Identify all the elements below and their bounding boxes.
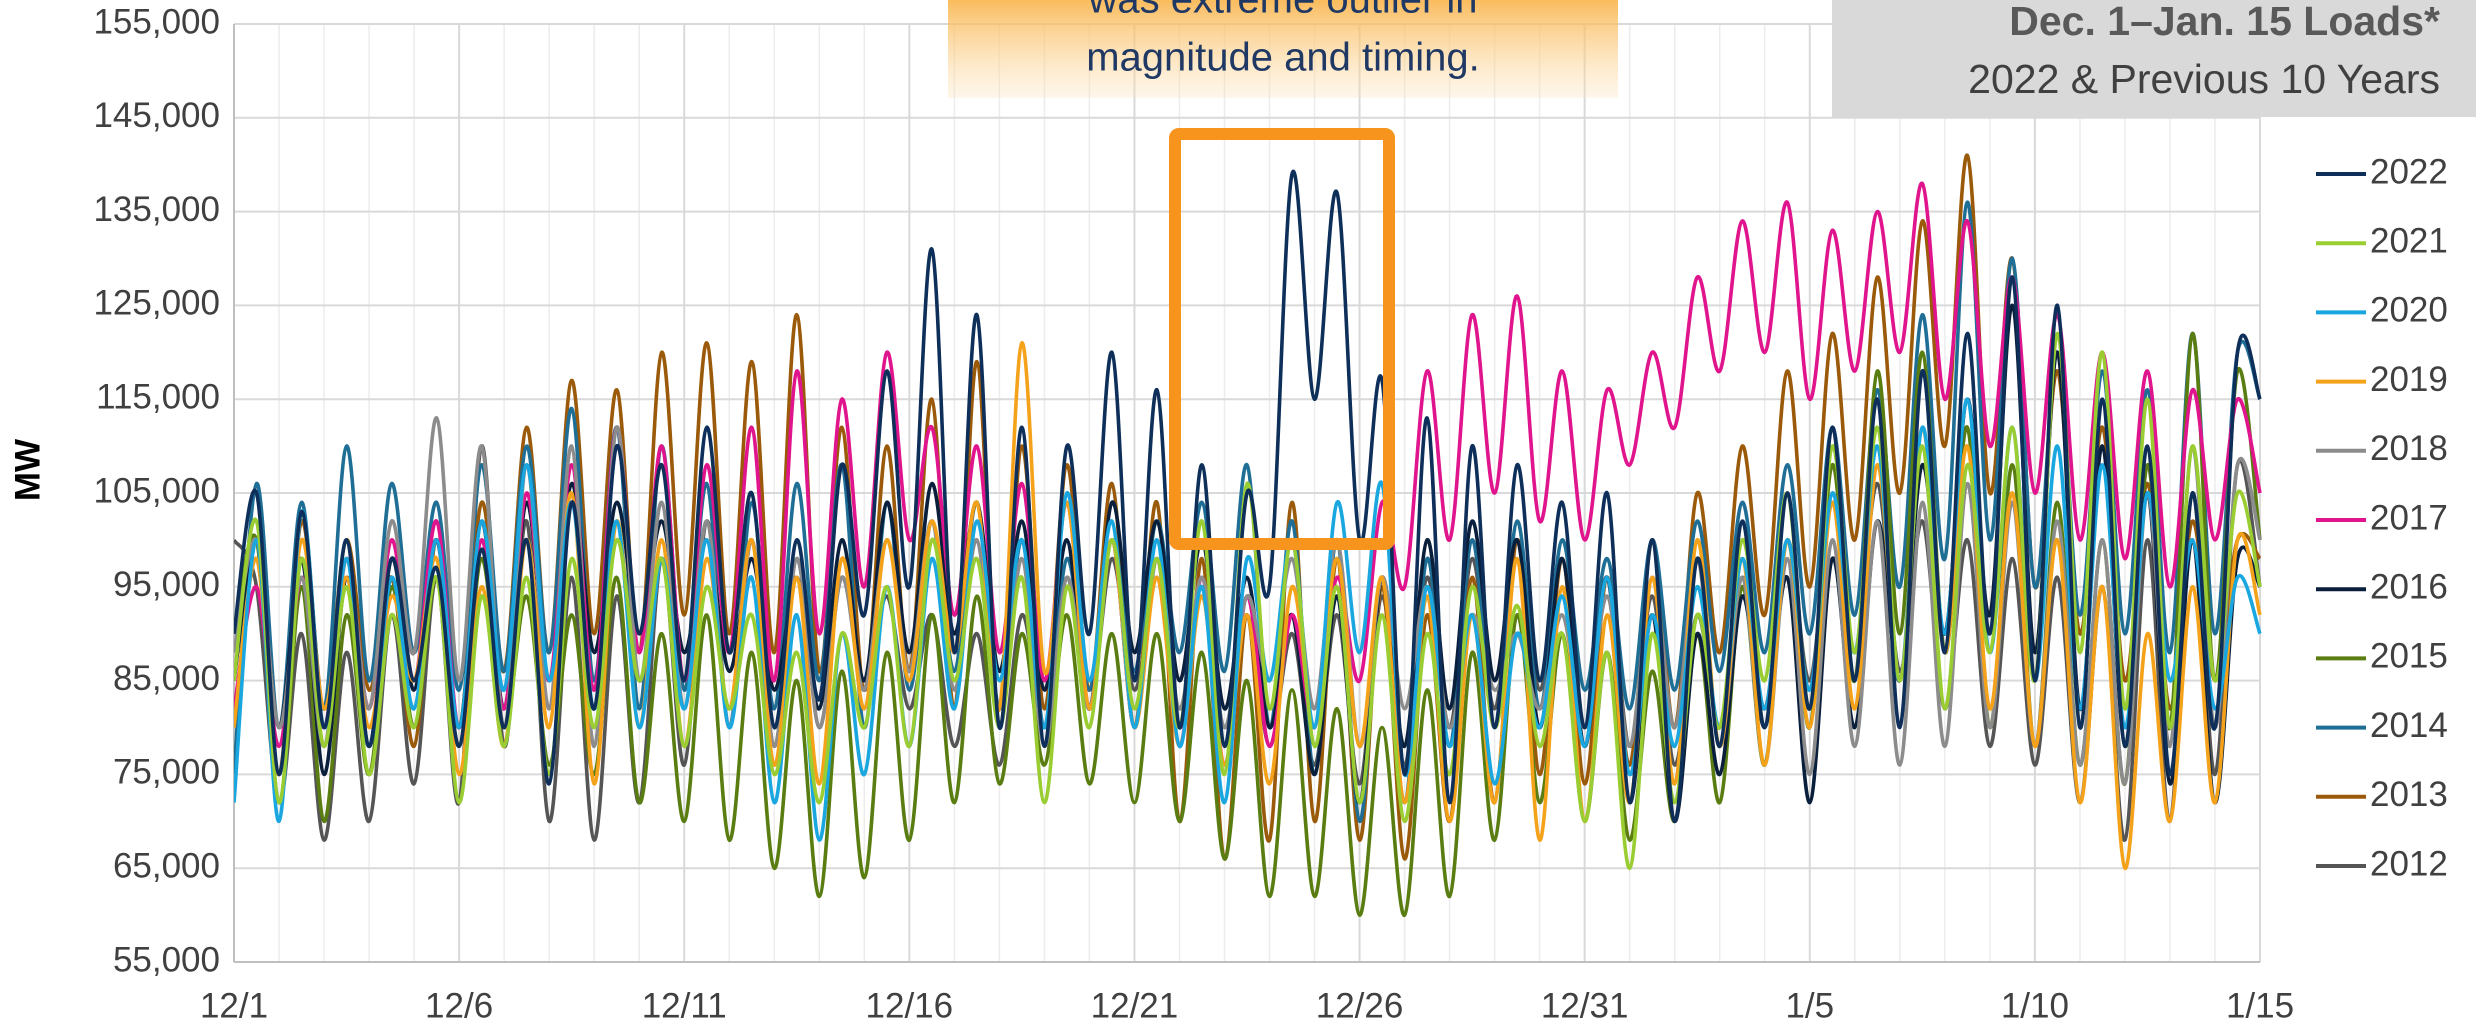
legend-label: 2016 [2370, 567, 2448, 606]
series-line [234, 331, 2262, 871]
x-tick-label: 12/31 [1541, 986, 1629, 1025]
legend-label: 2019 [2370, 360, 2448, 399]
y-tick-label: 115,000 [96, 377, 220, 416]
legend-label: 2018 [2370, 429, 2448, 468]
x-tick-label: 1/10 [2001, 986, 2069, 1025]
highlight-box [1169, 128, 1395, 550]
legend-label: 2014 [2370, 706, 2448, 745]
lines [234, 153, 2262, 917]
annotation-text: magnitude and timing. [1086, 36, 1480, 80]
legend-label: 2022 [2370, 152, 2448, 191]
chart-title: Dec. 1–Jan. 15 Loads* [2009, 0, 2440, 44]
x-tick-label: 1/15 [2226, 986, 2294, 1025]
x-tick-label: 12/6 [425, 986, 493, 1025]
y-tick-label: 65,000 [113, 846, 220, 885]
legend-label: 2015 [2370, 637, 2448, 676]
x-tick-label: 12/16 [866, 986, 954, 1025]
y-tick-label: 75,000 [113, 753, 220, 792]
grid [233, 23, 2261, 963]
y-tick-label: 105,000 [93, 471, 220, 510]
y-tick-label: 95,000 [113, 565, 220, 604]
x-tick-label: 12/21 [1091, 986, 1179, 1025]
y-axis-label: MW [8, 439, 47, 501]
y-tick-label: 125,000 [93, 284, 220, 323]
legend-label: 2020 [2370, 291, 2448, 330]
chart-subtitle: 2022 & Previous 10 Years [1968, 56, 2440, 102]
series-line [234, 169, 2262, 824]
y-tick-label: 85,000 [113, 659, 220, 698]
x-tick-label: 1/5 [1785, 986, 1834, 1025]
x-tick-label: 12/26 [1316, 986, 1404, 1025]
legend-label: 2013 [2370, 775, 2448, 814]
series-line [234, 331, 2262, 917]
legend-label: 2017 [2370, 498, 2448, 537]
x-tick-label: 12/11 [642, 986, 727, 1025]
title-box [1832, 0, 2476, 117]
annotation-text: was extreme outlier in [1087, 0, 1477, 22]
y-tick-label: 55,000 [113, 940, 220, 979]
legend-label: 2021 [2370, 221, 2448, 260]
annotation-box [948, 0, 1618, 98]
y-tick-label: 155,000 [93, 2, 220, 41]
legend-label: 2012 [2370, 844, 2448, 883]
x-tick-label: 12/1 [200, 986, 268, 1025]
y-tick-label: 145,000 [93, 96, 220, 135]
y-tick-label: 135,000 [93, 190, 220, 229]
